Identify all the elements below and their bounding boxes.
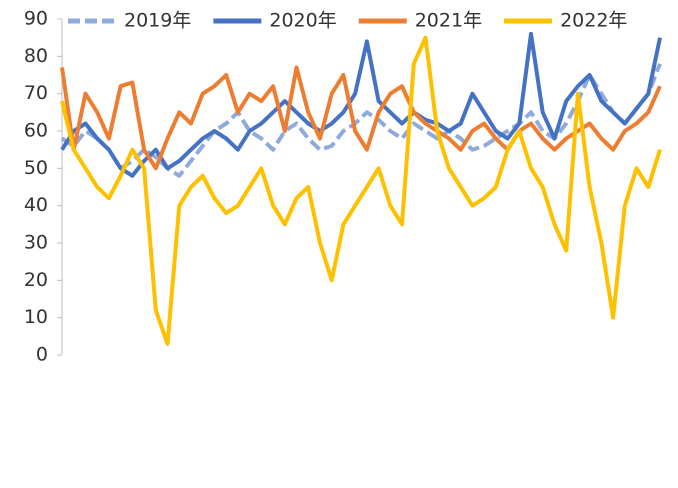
- series-line: [60, 65, 662, 171]
- series-line: [60, 35, 662, 346]
- y-tick-label: 60: [24, 120, 48, 142]
- y-tick-label: 40: [24, 194, 48, 216]
- y-tick-label: 50: [24, 157, 48, 179]
- y-tick-label: 30: [24, 232, 48, 254]
- y-tick-label: 20: [24, 269, 48, 291]
- legend-label: 2021年: [415, 10, 482, 32]
- legend-label: 2020年: [269, 10, 336, 32]
- y-tick-label: 70: [24, 82, 48, 104]
- legend-label: 2022年: [560, 10, 627, 32]
- legend-label: 2019年: [124, 10, 191, 32]
- y-tick-label: 0: [36, 344, 48, 366]
- y-tick-label: 90: [24, 8, 48, 30]
- series-line: [60, 31, 662, 178]
- y-tick-label: 10: [24, 306, 48, 328]
- y-tick-label: 80: [24, 45, 48, 67]
